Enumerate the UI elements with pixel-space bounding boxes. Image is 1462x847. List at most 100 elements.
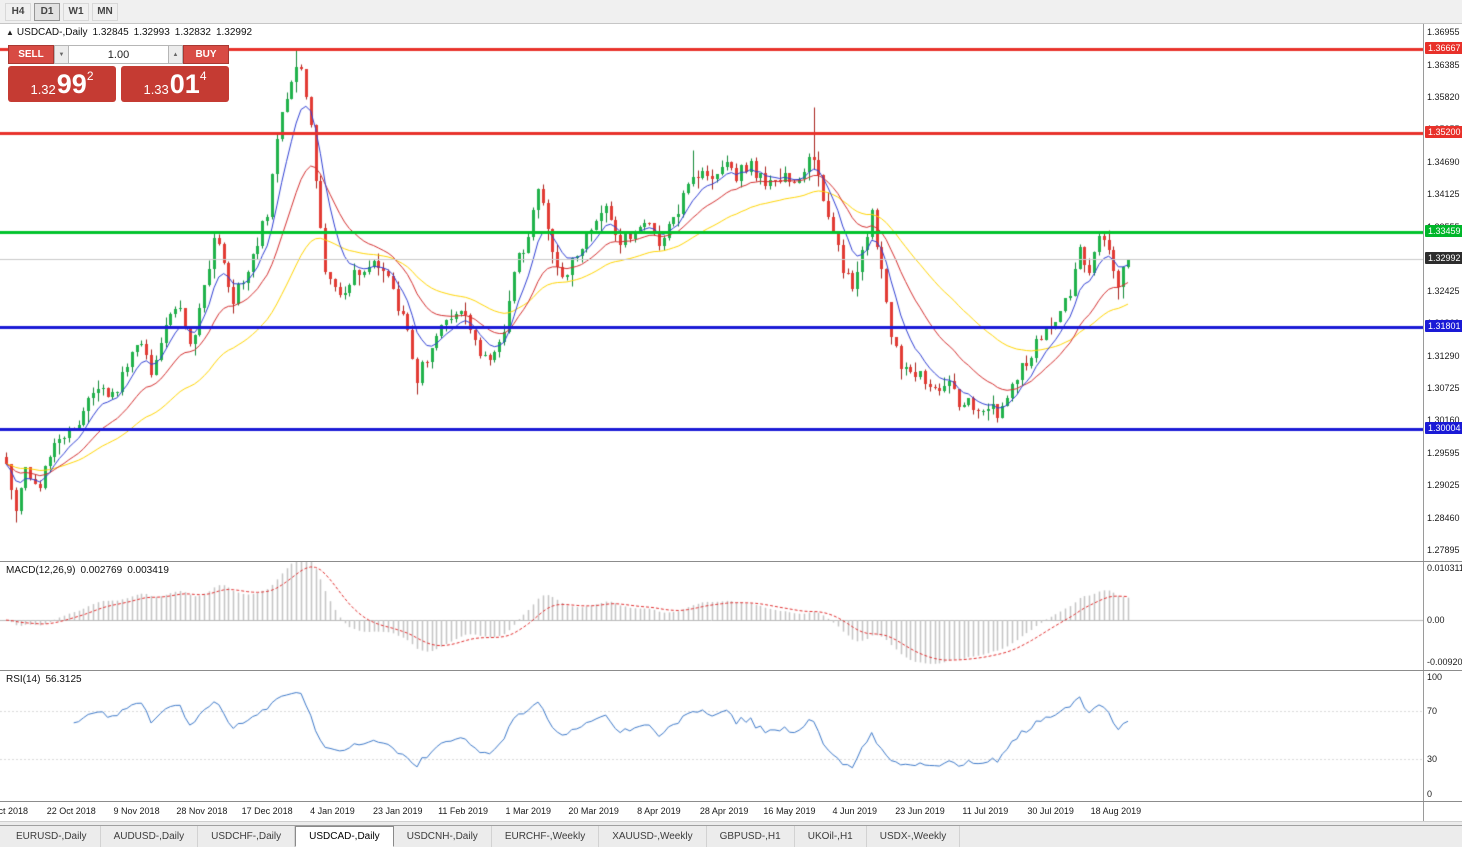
price-axis-label: 1.30160 [1427, 415, 1460, 426]
ohlc-low: 1.32832 [174, 27, 211, 38]
chart-tab-bar: EURUSD-,Daily AUDUSD-,Daily USDCHF-,Daily U… [0, 825, 1462, 847]
date-axis-label: 1 Mar 2019 [505, 806, 552, 816]
macd-axis-label: 0.010311 [1427, 563, 1462, 573]
pane-splitter[interactable] [0, 561, 1462, 562]
date-axis-label: 22 Oct 2018 [46, 806, 96, 816]
rsi-value: 56.3125 [45, 674, 82, 685]
price-level-callout: 1.30004 [1425, 422, 1462, 435]
rsi-axis-label: 0 [1427, 789, 1433, 799]
bid-price-point: 2 [86, 69, 94, 83]
date-axis-label: 17 Dec 2018 [241, 806, 293, 816]
date-axis-label: 8 Apr 2019 [637, 806, 681, 816]
price-chart-canvas[interactable] [0, 24, 1423, 561]
price-chart-pane: ▲ USDCAD-,Daily 1.32845 1.32993 1.32832 1.329… [0, 24, 1462, 561]
macd-axis-label: -0.009203 [1427, 657, 1462, 667]
bid-price-prefix: 1.32 [30, 82, 56, 97]
ask-price-pips: 01 [169, 68, 200, 99]
tab-usdx-weekly[interactable]: USDX-,Weekly [867, 826, 961, 847]
sell-button[interactable]: SELL [8, 45, 54, 64]
date-axis-label: 4 Jun 2019 [832, 806, 878, 816]
date-axis-label: 28 Apr 2019 [699, 806, 749, 816]
rsi-header: RSI(14) 56.3125 [6, 674, 82, 685]
timeframe-button-d1[interactable]: D1 [34, 2, 60, 21]
volume-input[interactable] [69, 45, 168, 64]
timeframe-toolbar: H4 D1 W1 MN [0, 0, 1462, 24]
rsi-axis-label: 30 [1427, 754, 1438, 764]
tab-eurusd-daily[interactable]: EURUSD-,Daily [3, 826, 101, 847]
date-axis-label: 11 Jul 2019 [962, 806, 1009, 816]
macd-name: MACD(12,26,9) [6, 565, 76, 576]
ask-price-prefix: 1.33 [143, 82, 169, 97]
date-axis-label: 4 Jan 2019 [310, 806, 355, 816]
tab-eurchf-weekly[interactable]: EURCHF-,Weekly [492, 826, 600, 847]
price-level-callout: 1.36667 [1425, 41, 1462, 54]
price-level-callout: 1.32992 [1425, 251, 1462, 264]
tab-usdcnh-daily[interactable]: USDCNH-,Daily [394, 826, 492, 847]
date-axis-label: 9 Nov 2018 [113, 806, 160, 816]
macd-header: MACD(12,26,9) 0.002769 0.003419 [6, 565, 169, 576]
date-axis-label: 20 Mar 2019 [568, 806, 619, 816]
timeframe-button-w1[interactable]: W1 [63, 2, 89, 21]
timeframe-button-h4[interactable]: H4 [5, 2, 31, 21]
bid-price-display[interactable]: 1.32 99 2 [8, 66, 116, 102]
chart-symbol-title: USDCAD-,Daily [16, 27, 88, 38]
volume-decrease-button[interactable]: ▼ [54, 45, 69, 64]
trade-panel-collapse-icon[interactable]: ▲ [6, 28, 14, 37]
macd-signal-value: 0.003419 [127, 565, 169, 576]
bid-price-pips: 99 [56, 68, 87, 99]
price-axis-label: 1.34125 [1427, 188, 1460, 199]
rsi-axis-label: 100 [1427, 672, 1443, 682]
price-axis-label: 1.32425 [1427, 286, 1460, 297]
macd-axis-label: 0.00 [1427, 615, 1445, 626]
chart-hscrollbar[interactable] [0, 821, 1462, 825]
rsi-pane: RSI(14) 56.3125 100 70 30 0 [0, 671, 1462, 801]
pane-splitter[interactable] [0, 670, 1462, 671]
pane-splitter[interactable] [0, 801, 1462, 802]
macd-canvas[interactable] [0, 562, 1423, 670]
price-axis-label: 1.36385 [1427, 59, 1460, 70]
timeframe-button-mn[interactable]: MN [92, 2, 118, 21]
date-axis[interactable]: 3 Oct 2018 22 Oct 2018 9 Nov 2018 28 Nov 20… [0, 802, 1462, 821]
price-axis-label: 1.34690 [1427, 156, 1460, 167]
rsi-name: RSI(14) [6, 674, 41, 685]
price-axis-label: 1.36955 [1427, 27, 1460, 38]
tab-audusd-daily[interactable]: AUDUSD-,Daily [101, 826, 199, 847]
date-axis-corner [1423, 802, 1462, 821]
price-axis[interactable]: 1.369551.363851.358201.352551.346901.341… [1423, 24, 1462, 561]
date-axis-label: 23 Jan 2019 [372, 806, 423, 816]
date-axis-label: 30 Jul 2019 [1027, 806, 1074, 816]
date-axis-label: 16 May 2019 [763, 806, 816, 816]
price-axis-label: 1.31290 [1427, 350, 1460, 361]
price-axis-label: 1.29025 [1427, 480, 1460, 491]
price-level-callout: 1.35200 [1425, 125, 1462, 138]
ohlc-high: 1.32993 [133, 27, 170, 38]
date-axis-label: 3 Oct 2018 [0, 806, 29, 816]
macd-axis[interactable]: 0.010311 0.00 -0.009203 [1423, 562, 1462, 670]
ask-price-display[interactable]: 1.33 01 4 [121, 66, 229, 102]
rsi-axis[interactable]: 100 70 30 0 [1423, 671, 1462, 801]
date-axis-label: 11 Feb 2019 [438, 806, 488, 816]
price-level-callout: 1.33459 [1425, 225, 1462, 237]
ask-price-point: 4 [199, 69, 207, 83]
rsi-canvas[interactable] [0, 671, 1423, 801]
ohlc-open: 1.32845 [92, 27, 129, 38]
chart-ohlc-header: ▲ USDCAD-,Daily 1.32845 1.32993 1.32832 1.329… [6, 27, 252, 38]
price-axis-label: 1.35820 [1427, 92, 1460, 103]
tab-usdchf-daily[interactable]: USDCHF-,Daily [198, 826, 296, 847]
tab-xauusd-weekly[interactable]: XAUUSD-,Weekly [599, 826, 707, 847]
tab-ukoil-h1[interactable]: UKOil-,H1 [795, 826, 867, 847]
macd-value: 0.002769 [80, 565, 123, 576]
ohlc-close: 1.32992 [215, 27, 253, 38]
price-axis-label: 1.27895 [1427, 544, 1460, 555]
date-axis-label: 23 Jun 2019 [895, 806, 945, 816]
price-axis-label: 1.29595 [1427, 447, 1460, 458]
price-axis-label: 1.28460 [1427, 512, 1460, 523]
price-level-callout: 1.31801 [1425, 319, 1462, 332]
macd-pane: MACD(12,26,9) 0.002769 0.003419 0.010311 0.… [0, 562, 1462, 670]
volume-increase-button[interactable]: ▲ [168, 45, 183, 64]
buy-button[interactable]: BUY [183, 45, 229, 64]
tab-usdcad-daily[interactable]: USDCAD-,Daily [295, 826, 394, 847]
tab-gbpusd-h1[interactable]: GBPUSD-,H1 [707, 826, 795, 847]
